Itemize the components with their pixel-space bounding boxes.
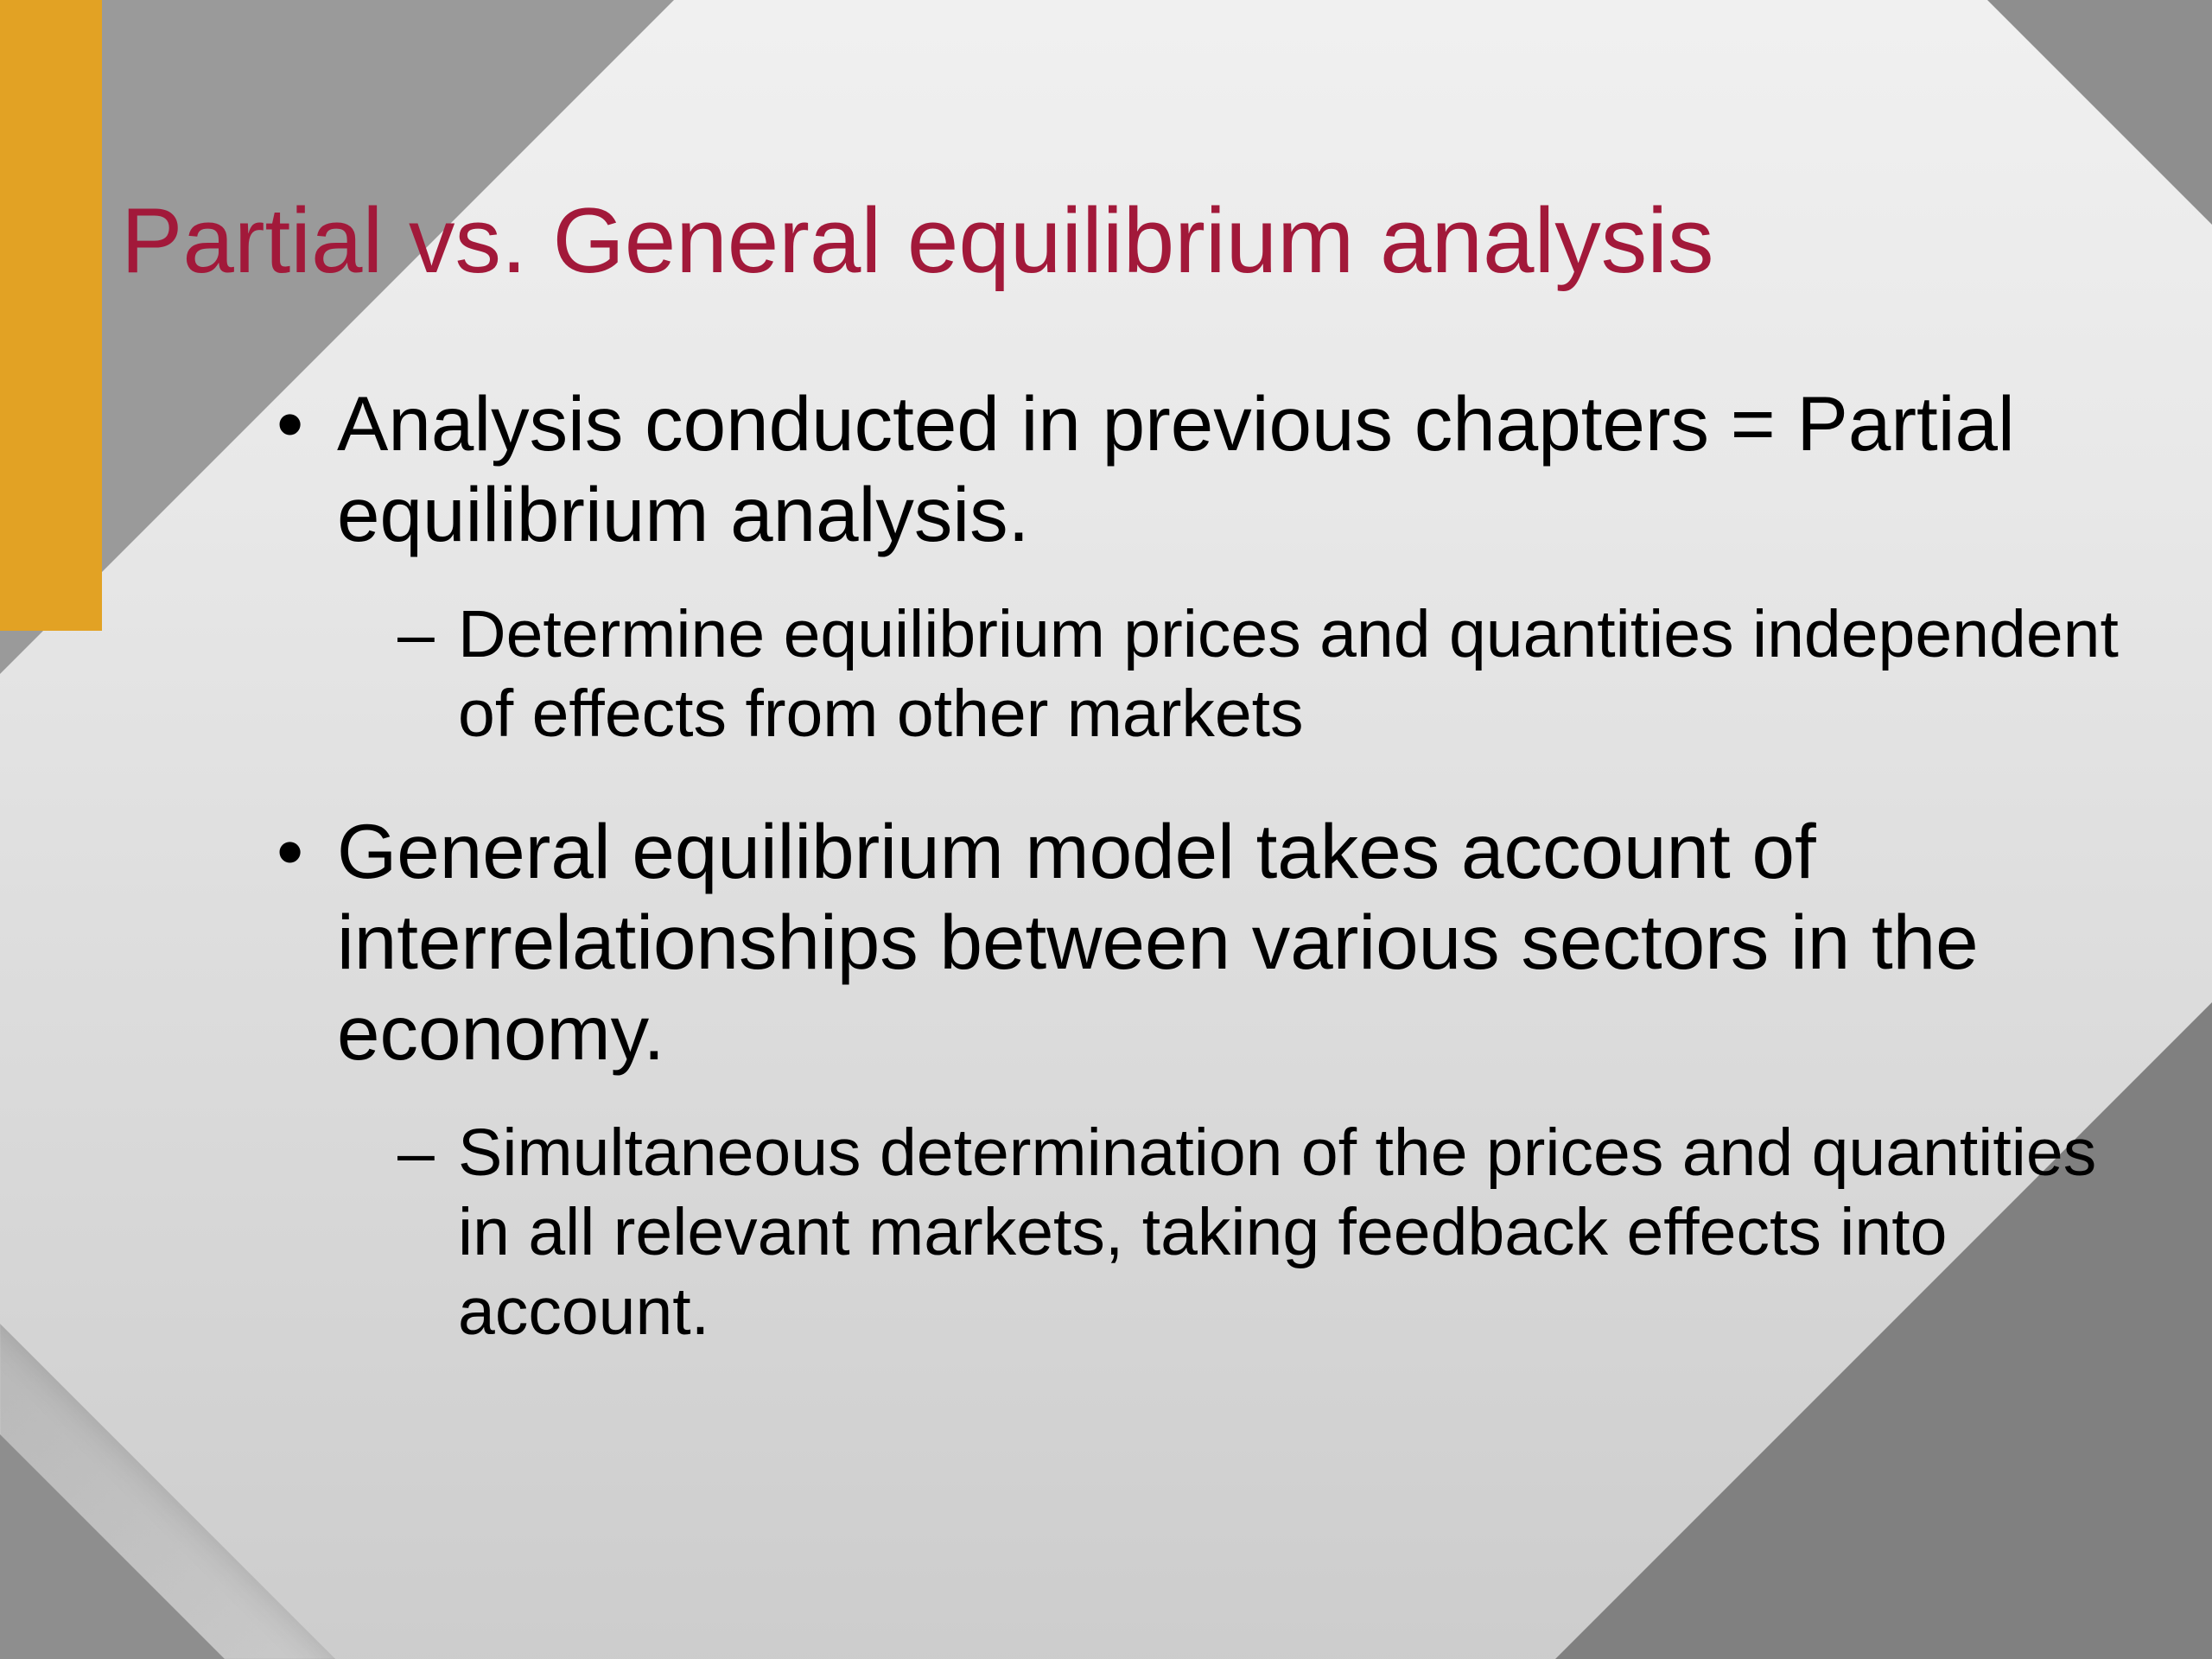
sub-bullet-list: Determine equilibrium prices and quantit… [337, 594, 2126, 754]
list-item: Determine equilibrium prices and quantit… [397, 594, 2126, 754]
list-item: General equilibrium model takes account … [276, 806, 2126, 1352]
sub-bullet-text: Determine equilibrium prices and quantit… [458, 597, 2119, 751]
list-item: Simultaneous determination of the prices… [397, 1113, 2126, 1352]
slide-content: Partial vs. General equilibrium analysis… [121, 190, 2126, 1404]
bullet-list: Analysis conducted in previous chapters … [121, 378, 2126, 1352]
accent-bar [0, 0, 102, 631]
bullet-text: General equilibrium model takes account … [337, 808, 1979, 1076]
corner-shade-bottom-left [0, 1434, 225, 1659]
list-item: Analysis conducted in previous chapters … [276, 378, 2126, 754]
bullet-text: Analysis conducted in previous chapters … [337, 380, 2015, 557]
sub-bullet-text: Simultaneous determination of the prices… [458, 1116, 2096, 1350]
sub-bullet-list: Simultaneous determination of the prices… [337, 1113, 2126, 1352]
slide-title: Partial vs. General equilibrium analysis [121, 190, 2126, 292]
